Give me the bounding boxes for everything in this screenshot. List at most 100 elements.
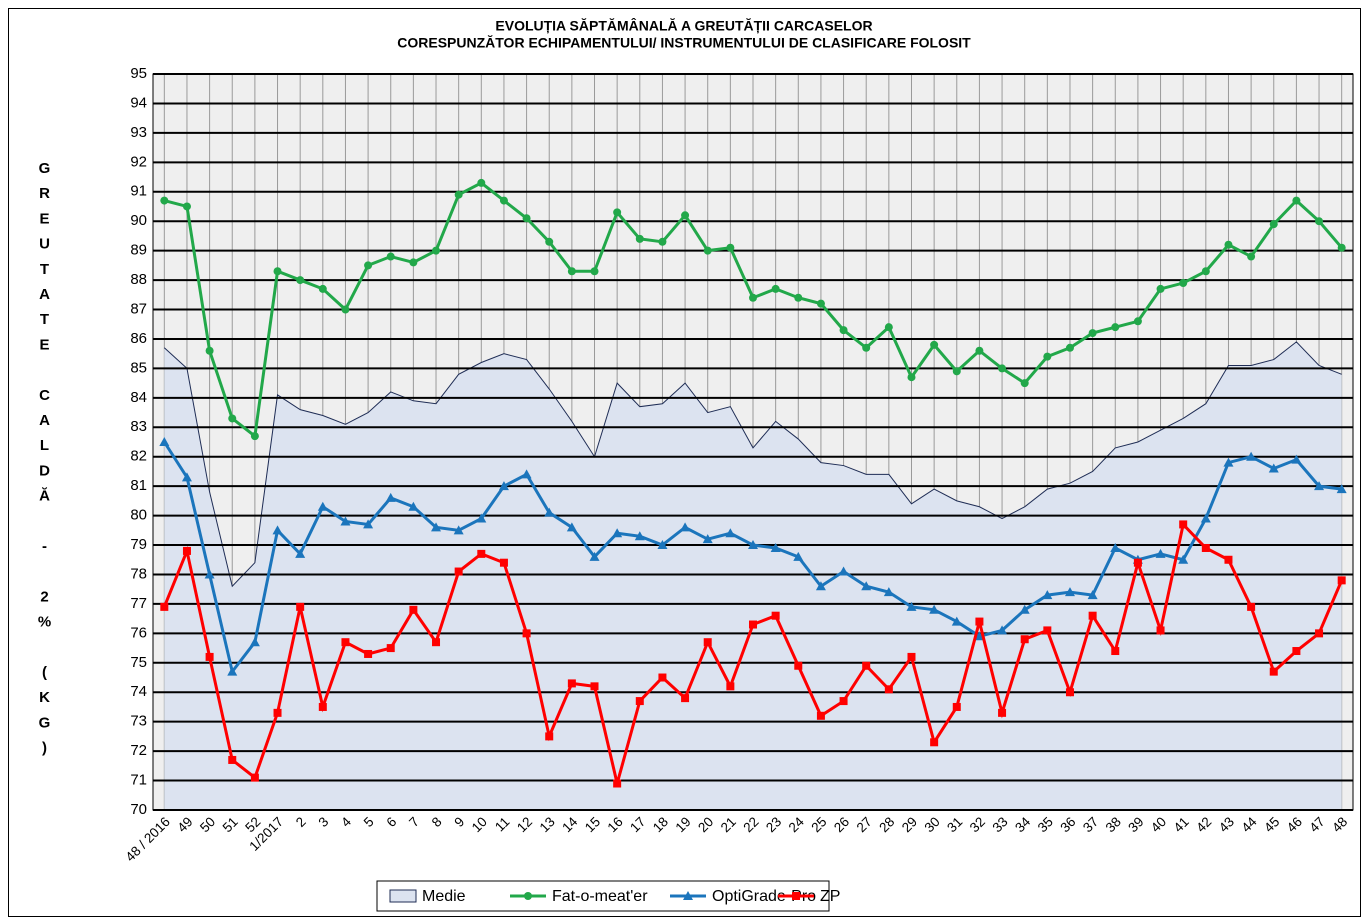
marker (477, 549, 486, 558)
marker (250, 773, 259, 782)
y-tick-label: 77 (130, 595, 147, 612)
marker (566, 522, 577, 532)
marker (1246, 451, 1257, 461)
marker (635, 697, 644, 706)
marker (590, 267, 599, 276)
marker (883, 587, 894, 597)
marker (1247, 602, 1256, 611)
marker (681, 694, 690, 703)
marker (815, 581, 826, 591)
marker (1315, 217, 1324, 226)
y-tick-label: 89 (130, 242, 147, 259)
marker (1133, 317, 1142, 326)
marker (182, 202, 191, 211)
chart-subtitle: CORESPUNZĂTOR ECHIPAMENTULUI/ INSTRUMENT… (397, 35, 971, 51)
marker (454, 190, 463, 199)
marker (1088, 329, 1097, 338)
marker (341, 305, 350, 314)
marker (1156, 626, 1165, 635)
marker (386, 252, 395, 261)
marker (930, 738, 939, 747)
marker (974, 631, 985, 641)
marker (1223, 457, 1234, 467)
y-tick-label: 91 (130, 183, 147, 200)
marker (205, 346, 214, 355)
marker (681, 211, 690, 220)
y-tick-label: 80 (130, 507, 147, 524)
marker (1043, 352, 1052, 361)
marker (1133, 558, 1142, 567)
marker (951, 616, 962, 626)
marker (930, 340, 939, 349)
marker (205, 652, 214, 661)
marker (476, 513, 487, 523)
marker (1268, 463, 1279, 473)
marker (658, 673, 667, 682)
marker (453, 525, 464, 535)
marker (816, 299, 825, 308)
marker (726, 682, 735, 691)
marker (1065, 688, 1074, 697)
y-tick-label: 95 (130, 65, 147, 82)
marker (975, 617, 984, 626)
y-axis-label: GREUTATE CALDĂ - 2% (KG) (36, 160, 53, 765)
marker (657, 540, 668, 550)
marker (725, 528, 736, 538)
y-tick-label: 78 (130, 565, 147, 582)
y-tick-label: 72 (130, 742, 147, 759)
legend-label: OptiGrade-Pro (712, 888, 816, 905)
marker (364, 649, 373, 658)
marker (884, 685, 893, 694)
marker (975, 346, 984, 355)
y-tick-label: 79 (130, 536, 147, 553)
marker (454, 567, 463, 576)
marker (816, 711, 825, 720)
marker (160, 602, 169, 611)
marker (1291, 454, 1302, 464)
marker (589, 551, 600, 561)
marker (997, 625, 1008, 635)
marker (792, 892, 800, 900)
marker (1247, 252, 1256, 261)
marker (1110, 542, 1121, 552)
marker (1336, 484, 1347, 494)
marker (160, 196, 169, 205)
marker (862, 661, 871, 670)
y-tick-label: 74 (130, 683, 147, 700)
y-tick-label: 85 (130, 359, 147, 376)
marker (317, 501, 328, 511)
marker (363, 519, 374, 529)
marker (432, 638, 441, 647)
marker (182, 546, 191, 555)
marker (929, 604, 940, 614)
marker (1314, 481, 1325, 491)
y-tick-label: 92 (130, 153, 147, 170)
marker (861, 581, 872, 591)
marker (385, 492, 396, 502)
marker (386, 644, 395, 653)
y-tick-label: 84 (130, 389, 147, 406)
marker (613, 208, 622, 217)
y-tick-label: 75 (130, 654, 147, 671)
marker (839, 326, 848, 335)
marker (770, 542, 781, 552)
marker (952, 702, 961, 711)
marker (749, 620, 757, 629)
marker (1201, 543, 1210, 552)
marker (544, 507, 555, 517)
marker (1155, 548, 1166, 558)
marker (250, 432, 259, 441)
marker (1179, 279, 1188, 288)
marker (227, 666, 238, 676)
y-tick-label: 76 (130, 624, 147, 641)
marker (341, 638, 350, 647)
marker (318, 702, 327, 711)
marker (364, 261, 373, 270)
marker (1200, 513, 1211, 523)
marker (952, 367, 961, 376)
marker (1064, 587, 1075, 597)
y-tick-label: 90 (130, 212, 147, 229)
plot-border (152, 73, 1354, 811)
legend-label: Medie (422, 888, 466, 905)
marker (1087, 590, 1098, 600)
